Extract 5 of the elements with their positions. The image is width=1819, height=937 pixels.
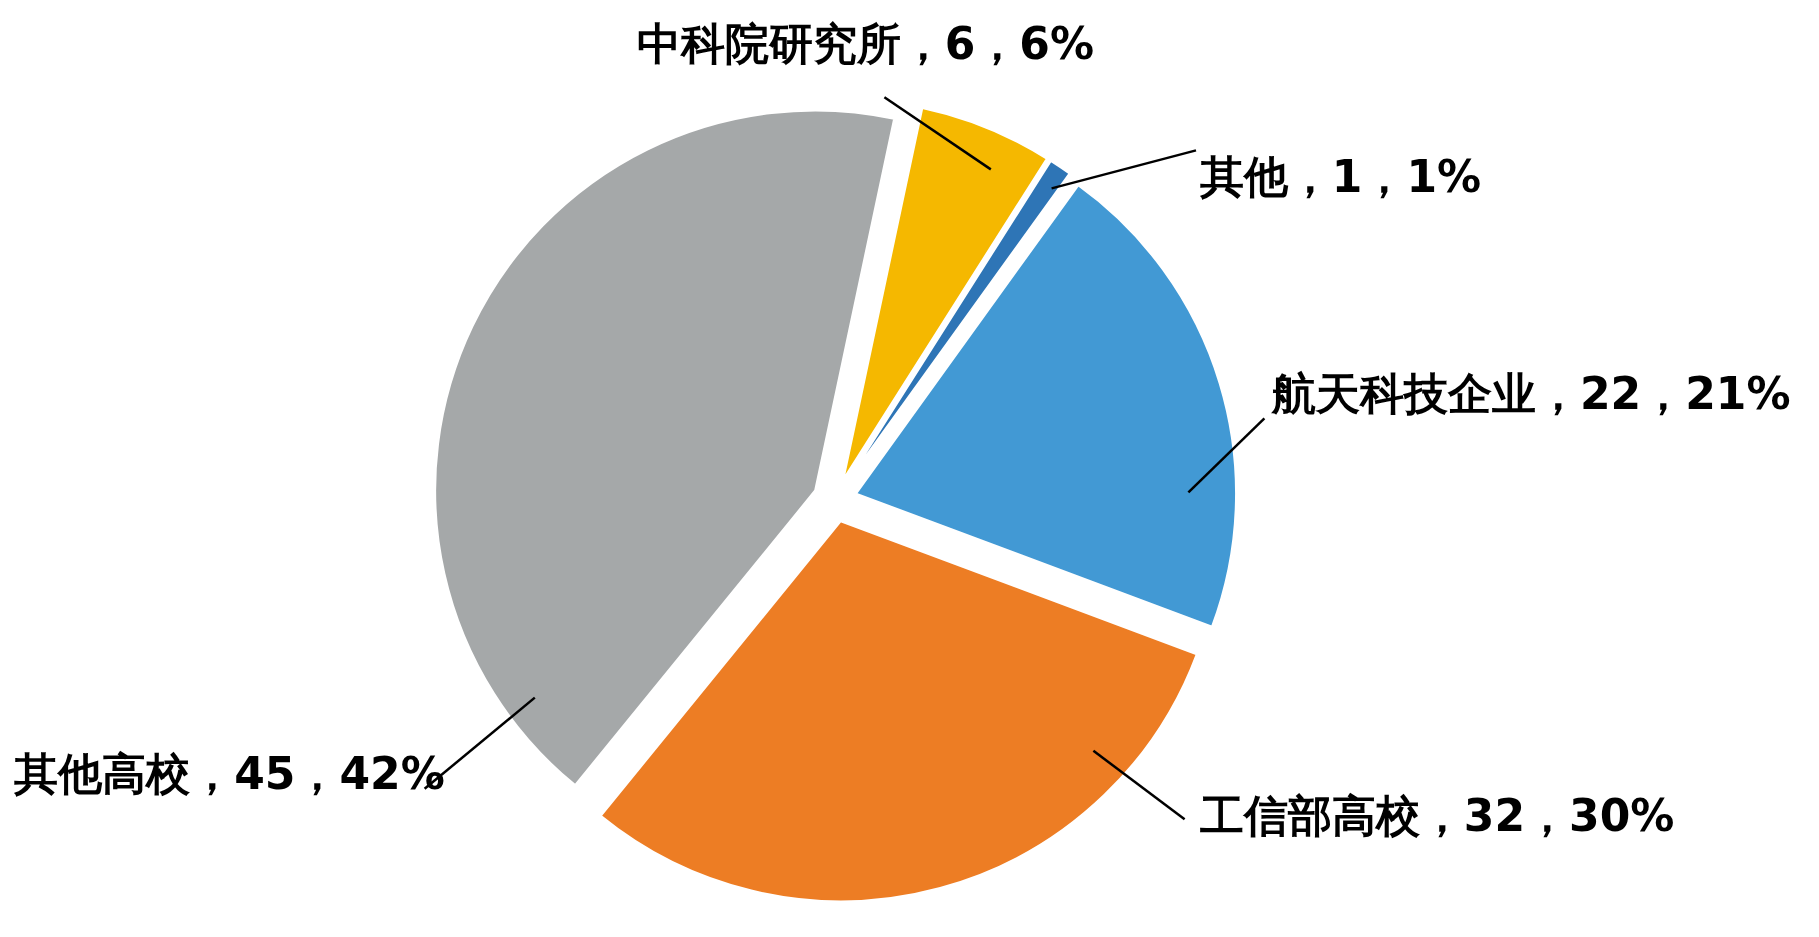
slice-label: 中科院研究所，6，6%: [636, 18, 1095, 70]
slice-label: 航天科技企业，22，21%: [1271, 367, 1791, 419]
slice-label: 工信部高校，32，30%: [1199, 789, 1675, 841]
slice-label: 其他，1，1%: [1198, 151, 1482, 203]
slice-label: 其他高校，45，42%: [13, 747, 445, 799]
